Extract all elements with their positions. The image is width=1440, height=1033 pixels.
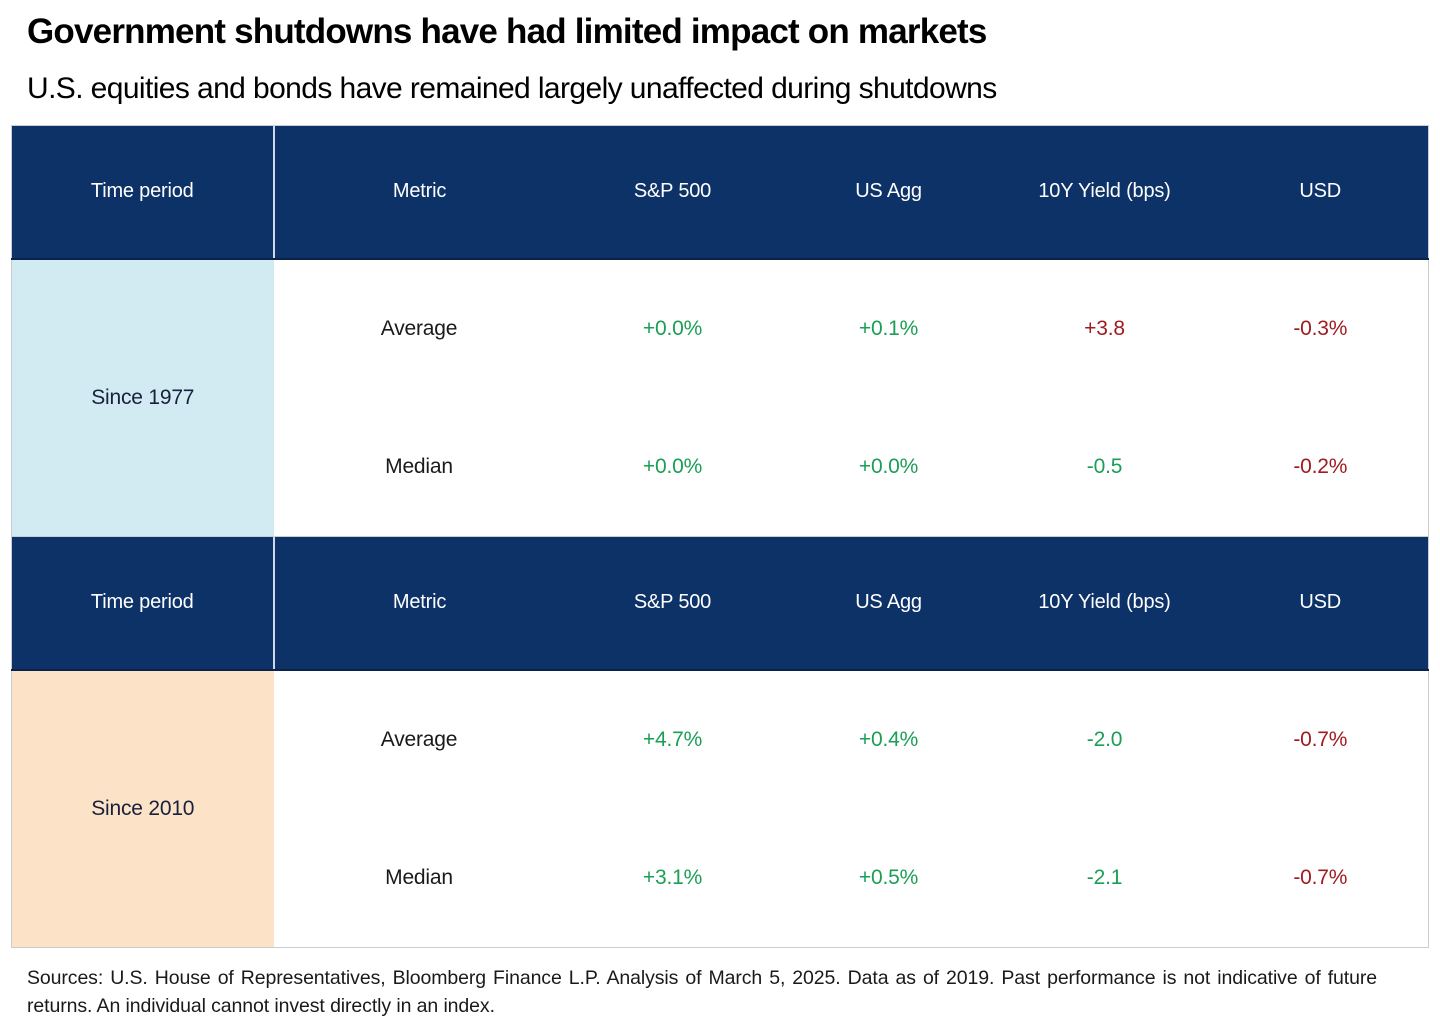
header-cell-sp500: S&P 500 <box>564 125 781 260</box>
value-cell-usd: -0.2% <box>1212 397 1429 537</box>
value-cell-sp500: +4.7% <box>564 669 781 809</box>
header-cell-metric: Metric <box>273 536 565 671</box>
header-cell-usd: USD <box>1212 536 1429 671</box>
value-cell-sp500: +0.0% <box>564 397 781 537</box>
period-cell-since-2010: Since 2010 <box>11 669 274 948</box>
value-cell-us-agg: +0.0% <box>780 397 997 537</box>
header-cell-time-period: Time period <box>11 536 275 671</box>
table-row: Median +3.1% +0.5% -2.1 -0.7% <box>12 808 1429 948</box>
value-cell-us-agg: +0.4% <box>780 669 997 809</box>
table-row: Since 2010 Average +4.7% +0.4% -2.0 -0.7… <box>11 669 1429 948</box>
header-cell-us-agg: US Agg <box>780 125 997 260</box>
header-row-1: Time period Metric S&P 500 US Agg 10Y Yi… <box>11 125 1429 260</box>
metric-cell: Median <box>273 397 565 537</box>
header-cell-us-agg: US Agg <box>780 536 997 671</box>
header-cell-sp500: S&P 500 <box>564 536 781 671</box>
page-subtitle: U.S. equities and bonds have remained la… <box>27 72 997 105</box>
header-cell-metric: Metric <box>273 125 565 260</box>
value-cell-usd: -0.7% <box>1212 808 1429 948</box>
metric-cell: Average <box>273 669 565 809</box>
value-cell-sp500: +0.0% <box>564 258 781 398</box>
value-cell-us-agg: +0.1% <box>780 258 997 398</box>
value-cell-usd: -0.3% <box>1212 258 1429 398</box>
value-cell-10y: -2.0 <box>996 669 1213 809</box>
value-cell-10y: -2.1 <box>996 808 1213 948</box>
shutdown-impact-table: Time period Metric S&P 500 US Agg 10Y Yi… <box>11 125 1429 948</box>
value-cell-usd: -0.7% <box>1212 669 1429 809</box>
page-title: Government shutdowns have had limited im… <box>27 12 987 51</box>
source-note: Sources: U.S. House of Representatives, … <box>27 967 1377 1017</box>
header-cell-usd: USD <box>1212 125 1429 260</box>
header-row-2: Time period Metric S&P 500 US Agg 10Y Yi… <box>11 536 1429 671</box>
value-cell-sp500: +3.1% <box>564 808 781 948</box>
metric-cell: Average <box>273 258 565 398</box>
header-cell-10y-yield: 10Y Yield (bps) <box>996 536 1213 671</box>
header-cell-10y-yield: 10Y Yield (bps) <box>996 125 1213 260</box>
period-cell-since-1977: Since 1977 <box>11 258 274 537</box>
header-cell-time-period: Time period <box>11 125 275 260</box>
value-cell-10y: +3.8 <box>996 258 1213 398</box>
table-row: Median +0.0% +0.0% -0.5 -0.2% <box>12 397 1429 537</box>
value-cell-10y: -0.5 <box>996 397 1213 537</box>
metric-cell: Median <box>273 808 565 948</box>
value-cell-us-agg: +0.5% <box>780 808 997 948</box>
table-row: Since 1977 Average +0.0% +0.1% +3.8 -0.3… <box>11 258 1429 537</box>
